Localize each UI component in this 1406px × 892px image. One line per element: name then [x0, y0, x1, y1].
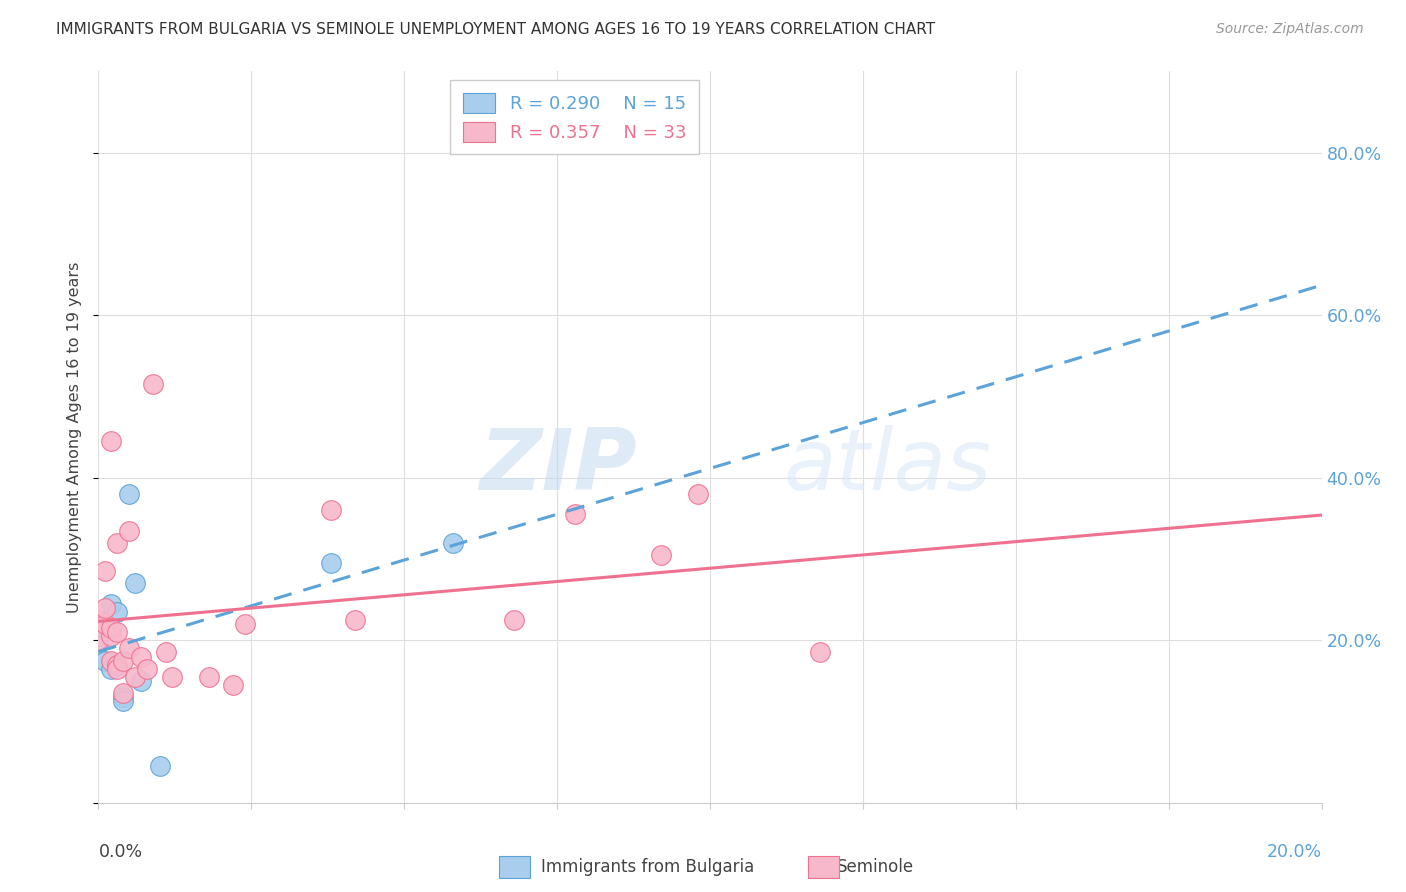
- Point: [136, 662, 159, 676]
- Text: Immigrants from Bulgaria: Immigrants from Bulgaria: [541, 858, 755, 876]
- Point: [441, 535, 464, 549]
- Point: [503, 613, 526, 627]
- Point: [233, 617, 256, 632]
- Point: [105, 625, 128, 640]
- Point: [105, 657, 128, 672]
- Point: [124, 670, 146, 684]
- Point: [93, 617, 115, 632]
- Point: [118, 487, 141, 501]
- Point: [105, 605, 128, 619]
- Point: [87, 613, 110, 627]
- Point: [142, 377, 165, 392]
- Point: [100, 629, 122, 643]
- Point: [93, 654, 115, 668]
- Point: [129, 673, 152, 688]
- Y-axis label: Unemployment Among Ages 16 to 19 years: Unemployment Among Ages 16 to 19 years: [67, 261, 83, 613]
- Text: IMMIGRANTS FROM BULGARIA VS SEMINOLE UNEMPLOYMENT AMONG AGES 16 TO 19 YEARS CORR: IMMIGRANTS FROM BULGARIA VS SEMINOLE UNE…: [56, 22, 935, 37]
- Point: [100, 621, 122, 635]
- Point: [319, 503, 342, 517]
- Text: Source: ZipAtlas.com: Source: ZipAtlas.com: [1216, 22, 1364, 37]
- Point: [100, 597, 122, 611]
- Point: [105, 657, 128, 672]
- Text: 0.0%: 0.0%: [98, 843, 142, 861]
- Point: [686, 487, 709, 501]
- Point: [118, 641, 141, 656]
- Text: atlas: atlas: [783, 425, 991, 508]
- Point: [105, 662, 128, 676]
- Point: [93, 600, 115, 615]
- Point: [197, 670, 219, 684]
- Point: [118, 524, 141, 538]
- Point: [100, 434, 122, 449]
- Point: [124, 576, 146, 591]
- Point: [129, 649, 152, 664]
- Point: [808, 645, 831, 659]
- Point: [100, 654, 122, 668]
- Text: 20.0%: 20.0%: [1267, 843, 1322, 861]
- Point: [155, 645, 177, 659]
- Point: [105, 535, 128, 549]
- Point: [319, 556, 342, 570]
- Point: [149, 759, 172, 773]
- Point: [650, 548, 672, 562]
- Point: [564, 508, 586, 522]
- Point: [111, 694, 134, 708]
- Point: [160, 670, 183, 684]
- Text: Seminole: Seminole: [837, 858, 914, 876]
- Text: ZIP: ZIP: [479, 425, 637, 508]
- Point: [222, 678, 245, 692]
- Point: [111, 654, 134, 668]
- Point: [87, 633, 110, 648]
- Point: [87, 637, 110, 651]
- Point: [344, 613, 367, 627]
- Point: [100, 662, 122, 676]
- Legend: R = 0.290    N = 15, R = 0.357    N = 33: R = 0.290 N = 15, R = 0.357 N = 33: [450, 80, 699, 154]
- Point: [93, 564, 115, 578]
- Point: [111, 690, 134, 705]
- Point: [93, 621, 115, 635]
- Point: [111, 686, 134, 700]
